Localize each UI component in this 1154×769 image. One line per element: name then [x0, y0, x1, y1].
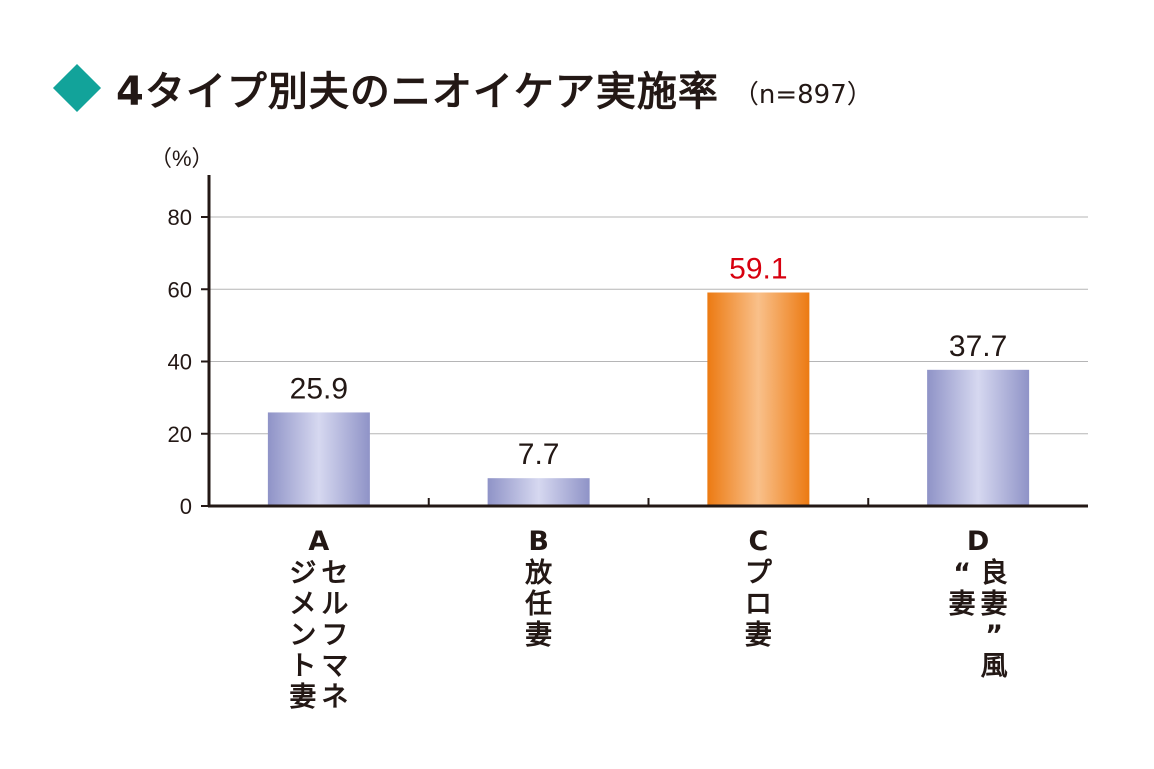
value-label: 7.7: [518, 438, 560, 471]
value-label: 25.9: [290, 372, 348, 405]
category-letter: A: [308, 526, 329, 557]
category-letter: D: [967, 526, 989, 557]
y-tick-label: 0: [180, 494, 192, 519]
category-label-char: フ: [321, 620, 348, 651]
bar-d: [927, 369, 1030, 506]
y-tick-label: 60: [168, 277, 192, 302]
category-label-char: セ: [321, 558, 348, 589]
category-letter: C: [748, 526, 768, 557]
value-label: 59.1: [729, 253, 787, 286]
category-label-char: “: [953, 558, 971, 589]
y-axis-label: （%）: [150, 146, 214, 171]
category-label-char: 良: [981, 557, 1008, 589]
category-label-char: 妻: [525, 620, 552, 651]
value-label: 37.7: [949, 330, 1007, 363]
category-label-char: 妻: [949, 589, 976, 620]
category-label-char: ジ: [289, 558, 316, 589]
category-label-char: ト: [289, 651, 316, 682]
category-label-char: ル: [321, 589, 348, 620]
category-label-char: 放: [524, 557, 553, 589]
bar-b: [487, 478, 590, 506]
category-label-char: ン: [289, 620, 316, 651]
category-label-char: メ: [289, 589, 316, 620]
category-label-char: ”: [985, 620, 1003, 651]
category-label-char: マ: [321, 651, 348, 682]
y-tick-label: 20: [168, 422, 192, 447]
y-tick-label: 80: [168, 205, 192, 230]
category-letter: B: [528, 526, 549, 557]
category-label-char: 風: [981, 651, 1008, 682]
bar-a: [267, 412, 370, 506]
title-text: 4タイプ別夫のニオイケア実施率: [116, 69, 719, 115]
bar-c: [707, 292, 810, 506]
category-label-char: ロ: [745, 589, 772, 620]
chart-title: 4タイプ別夫のニオイケア実施率 （n=897）: [52, 58, 873, 118]
subtitle-text: （n=897）: [732, 79, 873, 110]
category-label-char: 任: [524, 589, 552, 620]
category-label-char: プ: [745, 558, 773, 589]
category-label-char: 妻: [981, 589, 1008, 620]
y-tick-label: 40: [168, 350, 192, 375]
category-label-char: 妻: [289, 682, 316, 713]
category-label-char: ネ: [321, 682, 348, 713]
category-label-char: 妻: [745, 620, 772, 651]
